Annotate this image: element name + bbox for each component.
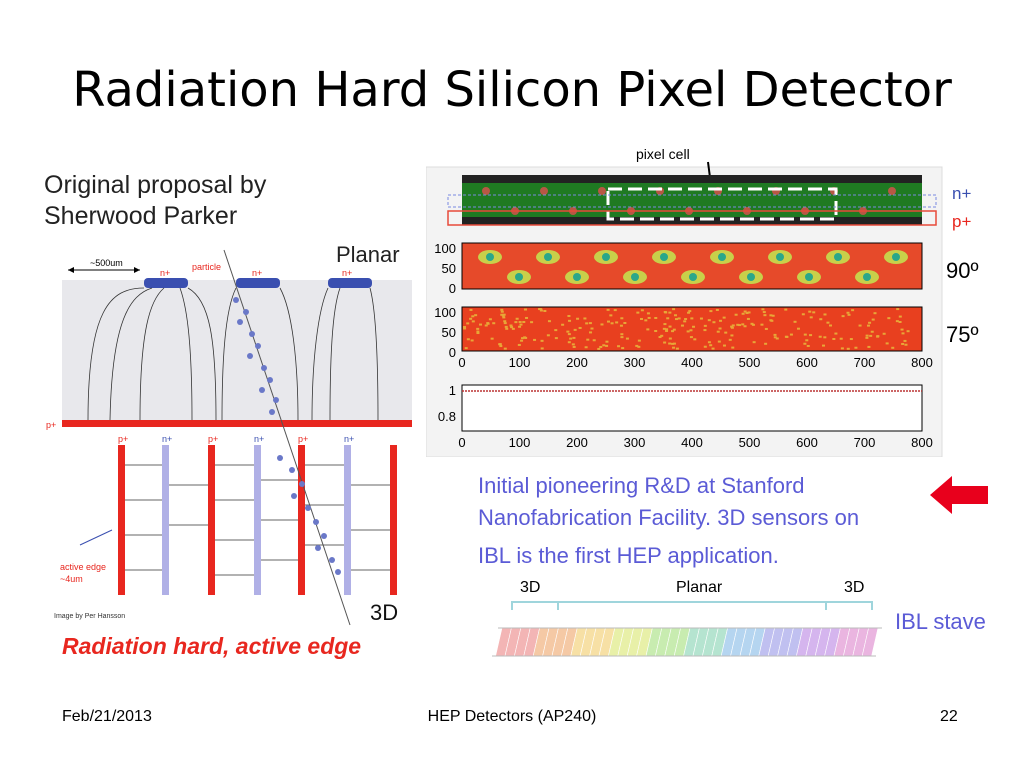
angle-90-label: 90º bbox=[946, 258, 979, 283]
x-tick-top-600: 600 bbox=[796, 355, 818, 370]
n-plus-label-3d-1: n+ bbox=[162, 434, 172, 444]
y-tick-75-50: 50 bbox=[442, 325, 456, 340]
pointer-arrow-icon bbox=[930, 476, 988, 514]
y-tick-90-0: 0 bbox=[449, 281, 456, 296]
p-plus-backside bbox=[62, 420, 412, 427]
n-plus-label-3d-2: n+ bbox=[254, 434, 264, 444]
active-edge-size: ~4um bbox=[60, 574, 83, 584]
active-edge-label: active edge bbox=[60, 562, 106, 572]
footer-page-number: 22 bbox=[940, 708, 958, 725]
label-3d: 3D bbox=[370, 600, 398, 625]
efficiency-line-plot bbox=[461, 384, 923, 432]
proposal-text: Original proposal by Sherwood Parker bbox=[44, 170, 266, 232]
x-tick-top-500: 500 bbox=[739, 355, 761, 370]
p-plus-label-3d-1: p+ bbox=[118, 434, 128, 444]
dimension-label: ~500um bbox=[90, 258, 123, 268]
charge-carriers-planar bbox=[233, 297, 279, 415]
ibl-stave-diagram: 3D Planar 3D bbox=[492, 579, 882, 657]
ibl-stave-label: IBL stave bbox=[895, 609, 986, 634]
x-tick-top-100: 100 bbox=[509, 355, 531, 370]
y-tick-line-08: 0.8 bbox=[438, 409, 456, 424]
x-tick-top-200: 200 bbox=[566, 355, 588, 370]
y-tick-75-100: 100 bbox=[434, 305, 456, 320]
particle-label: particle bbox=[192, 262, 221, 272]
footer-date: Feb/21/2013 bbox=[62, 708, 152, 725]
planar-sensor-body bbox=[62, 280, 412, 420]
p-plus-label-3d-3: p+ bbox=[298, 434, 308, 444]
pixel-layout-image bbox=[462, 175, 922, 225]
proposal-line-2: Sherwood Parker bbox=[44, 202, 238, 230]
description-text: Initial pioneering R&D at Stanford Nanof… bbox=[478, 470, 938, 572]
charge-carriers-3d bbox=[277, 455, 341, 575]
planar-label: Planar bbox=[336, 242, 400, 267]
x-tick-bottom-200: 200 bbox=[566, 435, 588, 450]
n-plus-label-1: n+ bbox=[160, 268, 170, 278]
legend-p-plus-text: p+ bbox=[952, 212, 972, 231]
n-plus-label-3d-3: n+ bbox=[344, 434, 354, 444]
n-plus-label-2: n+ bbox=[252, 268, 262, 278]
y-tick-line-1: 1 bbox=[449, 383, 456, 398]
x-tick-bottom-600: 600 bbox=[796, 435, 818, 450]
stave-left-3d: 3D bbox=[520, 579, 540, 596]
p-plus-label-3d-2: p+ bbox=[208, 434, 218, 444]
description-line-2: Nanofabrication Facility. 3D sensors on bbox=[478, 505, 860, 530]
x-tick-top-0: 0 bbox=[458, 355, 465, 370]
y-tick-90-100: 100 bbox=[434, 241, 456, 256]
planar-3d-diagram: Planar ~500um particle n+ n+ n+ p+ p+ n+… bbox=[46, 242, 412, 626]
caption-radiation-hard: Radiation hard, active edge bbox=[62, 633, 362, 659]
p-plus-label-planar: p+ bbox=[46, 420, 56, 430]
x-tick-top-700: 700 bbox=[854, 355, 876, 370]
angle-75-label: 75º bbox=[946, 322, 979, 347]
stave-right-3d: 3D bbox=[844, 579, 864, 596]
description-line-3: IBL is the first HEP application. bbox=[478, 543, 779, 568]
proposal-line-1: Original proposal by bbox=[44, 171, 267, 199]
footer-course: HEP Detectors (AP240) bbox=[427, 708, 597, 725]
efficiency-map-75 bbox=[461, 306, 923, 352]
image-credit: Image by Per Hansson bbox=[54, 613, 125, 620]
y-tick-90-50: 50 bbox=[442, 261, 456, 276]
x-tick-top-300: 300 bbox=[624, 355, 646, 370]
n-plus-implant-3 bbox=[328, 278, 372, 288]
slide-title: Radiation Hard Silicon Pixel Detector bbox=[72, 62, 952, 118]
x-tick-bottom-800: 800 bbox=[911, 435, 933, 450]
x-tick-bottom-0: 0 bbox=[458, 435, 465, 450]
pixel-efficiency-figure: pixel cell n+ 100 50 0 100 bbox=[426, 146, 943, 457]
x-tick-bottom-300: 300 bbox=[624, 435, 646, 450]
n-plus-implant-1 bbox=[144, 278, 188, 288]
n-plus-implant-2 bbox=[236, 278, 280, 288]
x-tick-top-400: 400 bbox=[681, 355, 703, 370]
x-tick-bottom-400: 400 bbox=[681, 435, 703, 450]
x-tick-bottom-500: 500 bbox=[739, 435, 761, 450]
x-tick-bottom-700: 700 bbox=[854, 435, 876, 450]
legend-n-plus-text: n+ bbox=[952, 184, 972, 203]
stave-planar: Planar bbox=[676, 579, 723, 596]
description-line-1: Initial pioneering R&D at Stanford bbox=[478, 473, 805, 498]
n-plus-label-3: n+ bbox=[342, 268, 352, 278]
x-tick-bottom-100: 100 bbox=[509, 435, 531, 450]
x-tick-top-800: 800 bbox=[911, 355, 933, 370]
y-tick-75-0: 0 bbox=[449, 345, 456, 360]
pixel-cell-label: pixel cell bbox=[636, 146, 690, 162]
